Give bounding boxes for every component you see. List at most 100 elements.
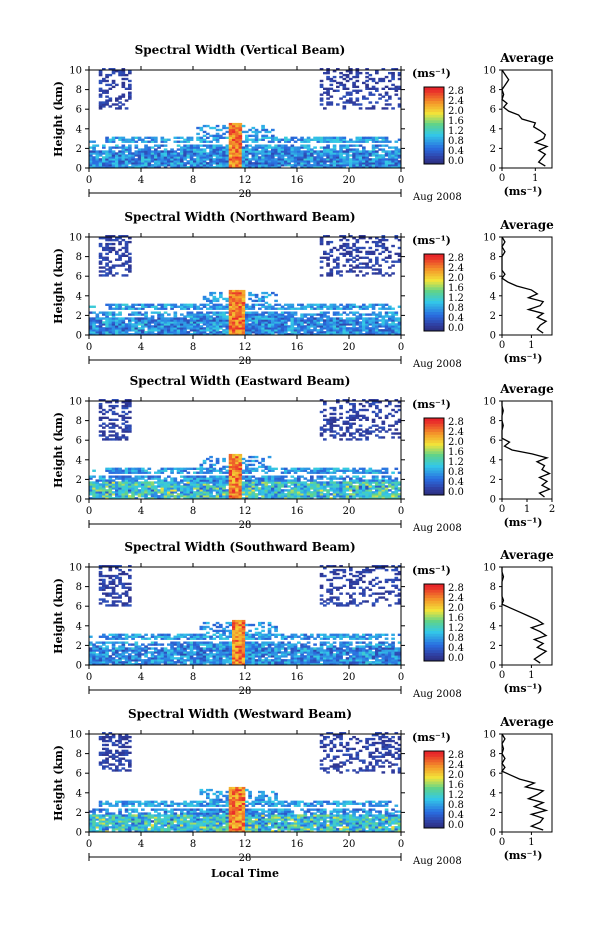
heatmap-cell xyxy=(358,156,363,159)
colorbar-swatch xyxy=(424,284,444,288)
heatmap-cell xyxy=(329,95,334,98)
heatmap-cell xyxy=(258,160,262,163)
heatmap-cell xyxy=(258,319,262,322)
heatmap-cell xyxy=(212,469,217,472)
heatmap-cell xyxy=(365,489,369,492)
heatmap-cell xyxy=(150,487,155,490)
heatmap-cell xyxy=(95,160,100,163)
heatmap-cell xyxy=(245,485,249,488)
heatmap-cell xyxy=(232,325,236,328)
heatmap-cell xyxy=(267,303,272,306)
heatmap-cell xyxy=(180,329,184,332)
heatmap-cell xyxy=(397,432,402,435)
heatmap-cell xyxy=(245,469,249,472)
heatmap-cell xyxy=(154,140,158,143)
heatmap-cell xyxy=(89,166,93,169)
heatmap-cell xyxy=(355,333,360,336)
heatmap-cell xyxy=(378,430,382,433)
heatmap-cell xyxy=(371,252,376,256)
heatmap-cell xyxy=(306,489,311,492)
colorbar-tick-label: 0.0 xyxy=(448,156,464,167)
heatmap-cell xyxy=(251,327,256,330)
heatmap-cell xyxy=(297,156,301,159)
heatmap-cell xyxy=(219,148,223,151)
heatmap-cell xyxy=(232,138,236,141)
heatmap-cell xyxy=(394,317,399,320)
heatmap-cell xyxy=(271,485,275,488)
heatmap-cell xyxy=(144,144,148,147)
heatmap-cell xyxy=(323,71,327,75)
heatmap-cell xyxy=(277,323,282,326)
heatmap-cell xyxy=(228,495,233,498)
heatmap-cell xyxy=(102,79,106,83)
heatmap-cell xyxy=(365,333,369,336)
colorbar-swatch xyxy=(424,309,444,313)
heatmap-cell xyxy=(209,331,213,334)
heatmap-cell xyxy=(199,495,204,498)
heatmap-cell xyxy=(173,311,178,314)
heatmap-cell xyxy=(326,422,330,425)
colorbar-swatch xyxy=(424,317,444,321)
heatmap-cell xyxy=(232,140,236,143)
heatmap-cell xyxy=(329,270,334,273)
heatmap-cell xyxy=(144,162,148,165)
heatmap-cell xyxy=(316,467,321,470)
heatmap-cell xyxy=(150,166,155,169)
heatmap-cell xyxy=(394,481,399,484)
heatmap-cell xyxy=(254,493,259,496)
heatmap-cell xyxy=(137,164,142,167)
heatmap-cell xyxy=(228,325,233,328)
heatmap-cell xyxy=(284,319,288,322)
heatmap-cell xyxy=(280,156,285,159)
heatmap-cell xyxy=(118,305,122,308)
heatmap-cell xyxy=(102,416,106,420)
heatmap-cell xyxy=(111,426,116,429)
heatmap-cell xyxy=(371,485,376,488)
heatmap-cell xyxy=(232,473,236,476)
heatmap-cell xyxy=(332,329,337,332)
heatmap-cell xyxy=(297,495,301,498)
heatmap-cell xyxy=(381,158,386,161)
heatmap-cell xyxy=(121,246,126,250)
heatmap-cell xyxy=(258,465,262,469)
heatmap-cell xyxy=(332,420,337,423)
heatmap-cell xyxy=(124,495,129,498)
heatmap-cell xyxy=(339,244,343,248)
heatmap-cell xyxy=(202,471,207,474)
heatmap-cell xyxy=(358,477,363,480)
heatmap-cell xyxy=(274,293,278,297)
heatmap-cell xyxy=(349,91,353,94)
heatmap-cell xyxy=(332,424,337,427)
heatmap-cell xyxy=(124,412,129,416)
heatmap-cell xyxy=(102,105,106,108)
heatmap-cell xyxy=(206,162,210,165)
heatmap-cell xyxy=(128,475,132,478)
colorbar-swatch xyxy=(424,453,444,457)
heatmap-cell xyxy=(306,136,311,139)
heatmap-cell xyxy=(102,258,106,261)
heatmap-cell xyxy=(115,487,119,490)
heatmap-cell xyxy=(180,313,184,316)
heatmap-cell xyxy=(264,497,269,500)
heatmap-cell xyxy=(368,430,373,433)
heatmap-cell xyxy=(238,489,243,492)
heatmap-cell xyxy=(365,136,369,139)
heatmap-cell xyxy=(319,152,324,155)
heatmap-cell xyxy=(362,416,366,420)
heatmap-cell xyxy=(326,252,330,256)
heatmap-cell xyxy=(144,315,148,318)
heatmap-cell xyxy=(267,465,272,469)
heatmap-cell xyxy=(349,258,353,261)
heatmap-cell xyxy=(258,481,262,484)
heatmap-cell xyxy=(163,140,168,143)
heatmap-cell xyxy=(232,162,236,165)
heatmap-cell xyxy=(258,156,262,159)
heatmap-cell xyxy=(95,485,100,488)
heatmap-cell xyxy=(342,144,347,147)
heatmap-cell xyxy=(352,469,356,472)
heatmap-cell xyxy=(365,138,369,141)
heatmap-cell xyxy=(368,497,373,500)
heatmap-cell xyxy=(303,315,308,318)
heatmap-cell xyxy=(183,331,187,334)
heatmap-cell xyxy=(235,148,239,151)
